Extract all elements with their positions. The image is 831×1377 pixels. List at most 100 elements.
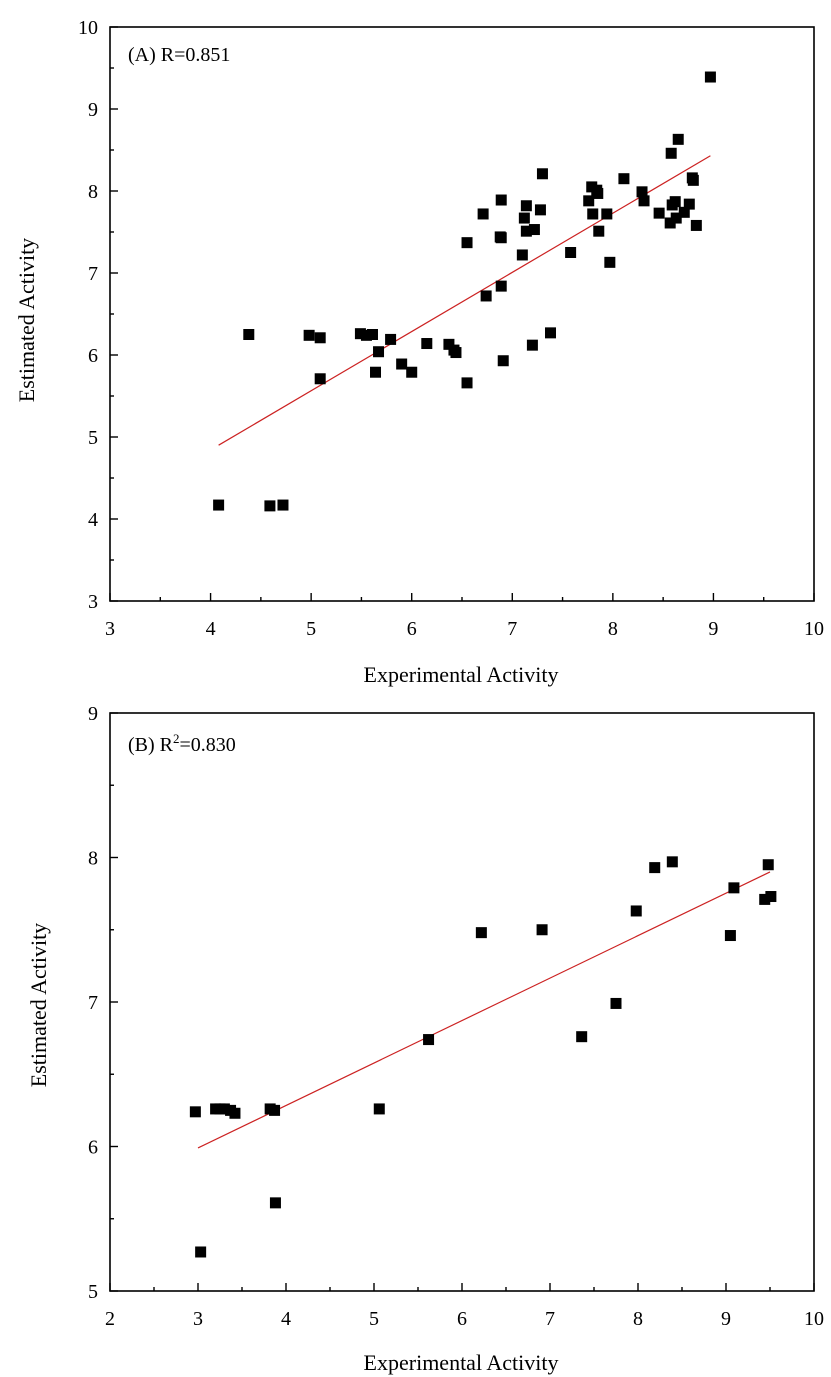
data-point — [687, 174, 699, 186]
data-point — [724, 930, 736, 942]
panel-b-plot-frame — [109, 712, 815, 1292]
data-point — [653, 207, 665, 219]
x-tick-label: 3 — [105, 618, 115, 640]
panel-b-y-axis-title: Estimated Activity — [26, 923, 51, 1087]
data-point — [664, 217, 676, 229]
x-tick-label: 5 — [306, 618, 316, 640]
panel-b-annotation-value: =0.830 — [180, 734, 236, 756]
data-point — [601, 208, 613, 220]
data-point — [762, 859, 774, 871]
data-point — [518, 212, 530, 224]
data-point — [690, 219, 702, 231]
x-tick-label: 9 — [721, 1308, 731, 1330]
x-tick-label: 6 — [457, 1308, 467, 1330]
y-tick-label: 8 — [88, 848, 98, 870]
data-point — [189, 1106, 201, 1118]
x-tick-label: 8 — [608, 618, 618, 640]
data-point — [497, 355, 509, 367]
panel-a-ticks — [109, 26, 815, 602]
data-point — [360, 329, 372, 341]
x-tick-label: 4 — [281, 1308, 291, 1330]
data-point — [636, 186, 648, 198]
y-tick-label: 6 — [88, 345, 98, 367]
x-tick-label: 8 — [633, 1308, 643, 1330]
data-point — [583, 195, 595, 207]
y-tick-label: 7 — [88, 263, 98, 285]
data-point — [314, 373, 326, 385]
data-point — [477, 208, 489, 220]
data-point — [665, 147, 677, 159]
data-point — [269, 1104, 281, 1116]
data-point — [480, 290, 492, 302]
data-point — [385, 333, 397, 345]
data-point — [314, 332, 326, 344]
data-point — [728, 882, 740, 894]
data-point — [396, 358, 408, 370]
data-point — [759, 893, 771, 905]
data-point — [683, 198, 695, 210]
data-point — [450, 347, 462, 359]
panel-b-points — [189, 856, 777, 1258]
data-point — [516, 249, 528, 261]
data-point — [277, 499, 289, 511]
y-tick-label: 5 — [88, 427, 98, 449]
y-tick-label: 9 — [88, 703, 98, 725]
data-point — [545, 327, 557, 339]
panel-a-x-axis-title: Experimental Activity — [364, 662, 559, 687]
data-point — [373, 346, 385, 358]
data-point — [421, 338, 433, 350]
x-tick-label: 10 — [804, 618, 824, 640]
x-tick-label: 6 — [407, 618, 417, 640]
x-tick-label: 7 — [545, 1308, 555, 1330]
y-tick-label: 5 — [88, 1281, 98, 1303]
x-tick-label: 10 — [804, 1308, 824, 1330]
data-point — [195, 1246, 207, 1258]
data-point — [704, 71, 716, 83]
data-point — [495, 194, 507, 206]
panel-b-annotation-superscript: 2 — [173, 731, 180, 746]
x-tick-label: 5 — [369, 1308, 379, 1330]
data-point — [366, 329, 378, 340]
y-tick-label: 6 — [88, 1137, 98, 1159]
panel-a: 3 4 5 6 7 8 9 10 3 4 5 6 7 8 9 10 (A) R=0.851 Experimen… — [14, 17, 824, 687]
data-point — [765, 891, 777, 903]
data-point — [213, 499, 225, 511]
data-point — [666, 856, 678, 868]
data-point — [373, 1103, 385, 1115]
panel-b-ticks — [109, 712, 815, 1292]
data-point — [587, 208, 599, 220]
data-point — [423, 1034, 435, 1046]
data-point — [610, 997, 622, 1009]
data-point — [672, 133, 684, 145]
panel-b-x-axis-title: Experimental Activity — [364, 1350, 559, 1375]
panel-b-annotation-main: (B) R — [128, 734, 174, 756]
x-tick-label: 2 — [105, 1308, 115, 1330]
data-point — [565, 247, 577, 258]
data-point — [618, 173, 630, 185]
data-point — [678, 206, 690, 218]
data-point — [592, 187, 604, 199]
data-point — [536, 924, 548, 936]
data-point — [520, 200, 532, 212]
data-point — [218, 1103, 230, 1115]
data-point — [528, 224, 540, 236]
panel-b-annotation: (B) R2=0.830 — [128, 731, 236, 756]
data-point — [229, 1107, 241, 1119]
data-point — [630, 905, 642, 917]
panel-a-fit-line — [218, 155, 711, 446]
y-tick-label: 9 — [88, 99, 98, 121]
x-tick-label: 4 — [206, 618, 216, 640]
data-point — [269, 1197, 281, 1209]
data-point — [354, 328, 366, 340]
data-point — [495, 280, 507, 292]
panel-b-fit-line — [197, 871, 771, 1149]
data-point — [243, 329, 255, 340]
y-tick-label: 7 — [88, 992, 98, 1014]
data-point — [461, 237, 473, 249]
panel-a-y-axis-title: Estimated Activity — [14, 238, 39, 402]
data-point — [406, 366, 418, 378]
data-point — [303, 329, 315, 341]
x-tick-label: 7 — [507, 618, 517, 640]
